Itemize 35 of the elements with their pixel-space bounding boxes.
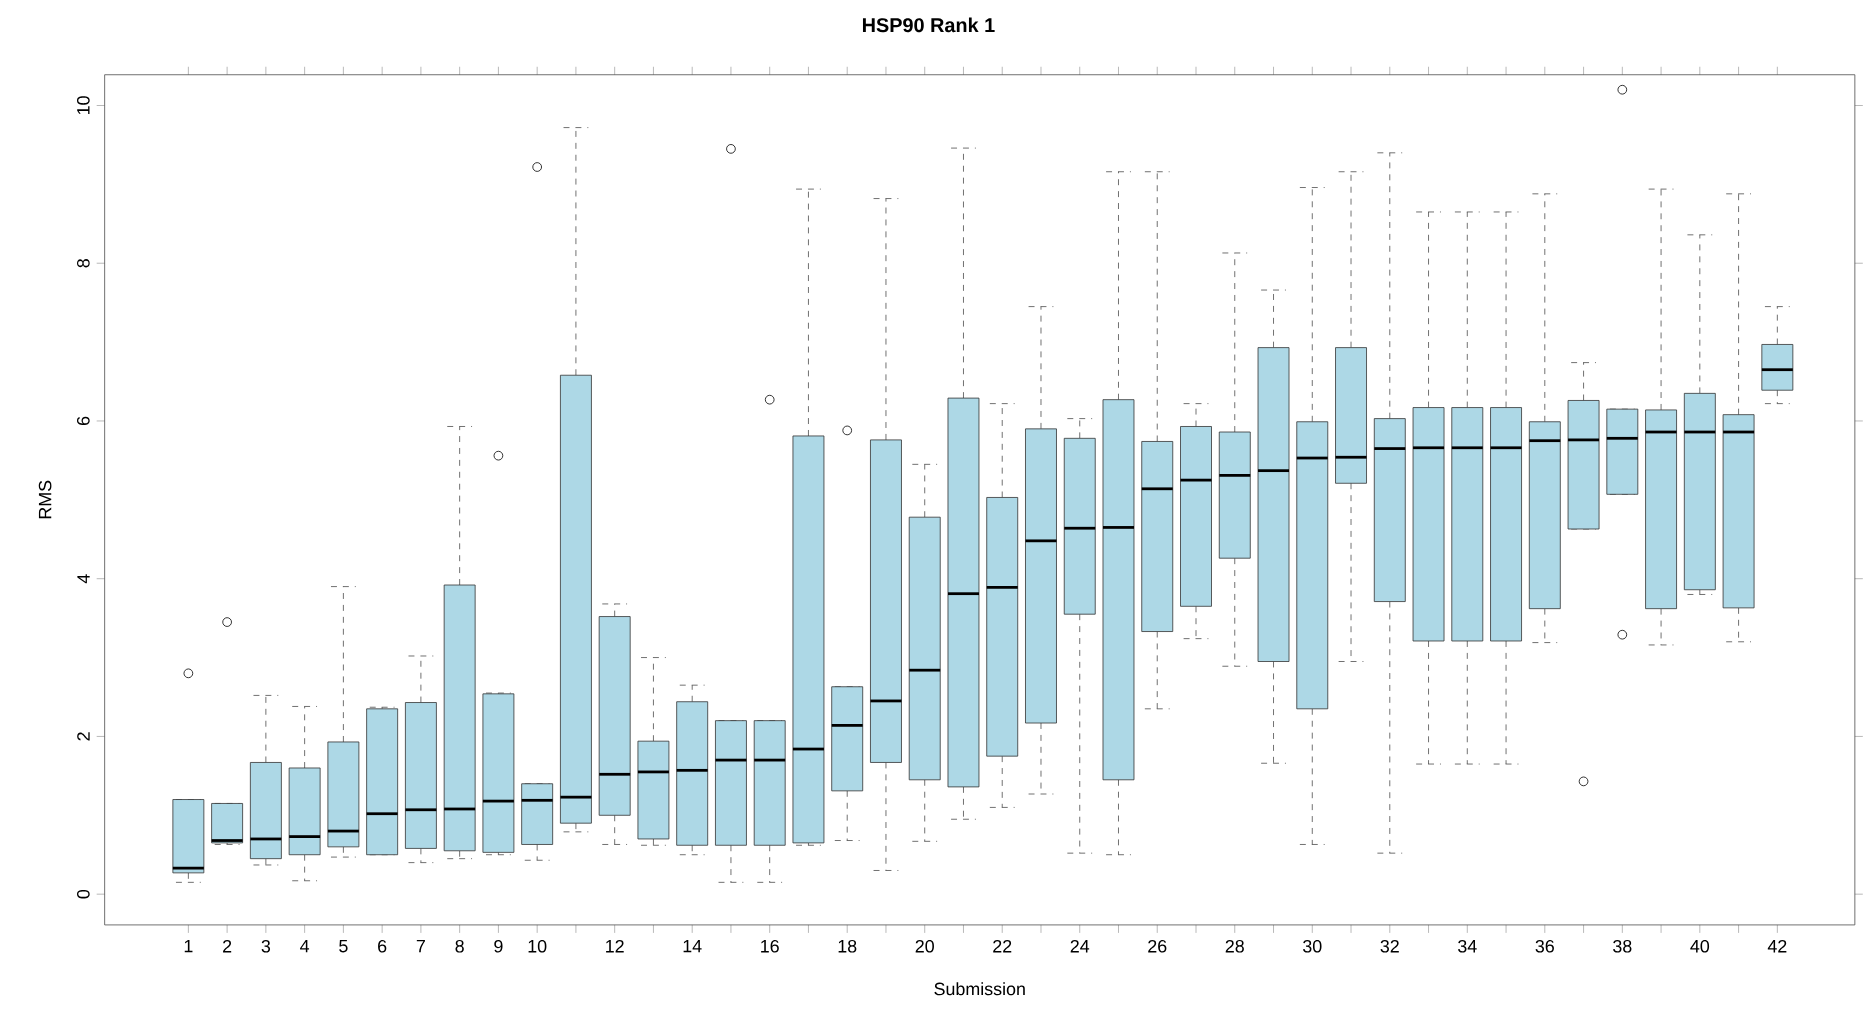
y-tick-label: 8 bbox=[77, 259, 90, 268]
x-tick-label: 6 bbox=[378, 940, 387, 953]
x-tick-label: 20 bbox=[915, 940, 934, 953]
x-tick-label: 9 bbox=[494, 940, 503, 953]
x-tick-label: 4 bbox=[300, 940, 310, 953]
x-tick-label: 24 bbox=[1070, 940, 1090, 953]
x-axis-title: Submission bbox=[934, 982, 1025, 996]
x-tick-label: 40 bbox=[1690, 940, 1710, 953]
x-tick-label: 38 bbox=[1613, 940, 1632, 953]
x-tick-label: 7 bbox=[416, 940, 425, 953]
x-tick-label: 42 bbox=[1767, 940, 1787, 953]
y-tick-label: 0 bbox=[77, 890, 90, 899]
y-tick-label: 2 bbox=[77, 732, 90, 741]
x-tick-label: 14 bbox=[683, 940, 702, 953]
y-tick-label: 10 bbox=[77, 96, 90, 115]
x-tick-label: 2 bbox=[223, 940, 232, 953]
x-tick-label: 26 bbox=[1148, 940, 1167, 953]
x-tick-label: 34 bbox=[1458, 940, 1477, 953]
x-tick-label: 16 bbox=[761, 940, 779, 953]
chart-title: HSP90 Rank 1 bbox=[862, 17, 995, 33]
x-tick-label: 18 bbox=[838, 940, 857, 953]
x-tick-label: 10 bbox=[528, 940, 547, 953]
x-tick-label: 22 bbox=[993, 940, 1012, 953]
x-tick-label: 36 bbox=[1535, 940, 1554, 953]
y-tick-label: 4 bbox=[77, 574, 90, 584]
y-axis-title: RMS bbox=[38, 480, 52, 519]
x-tick-label: 30 bbox=[1303, 940, 1322, 953]
x-tick-label: 3 bbox=[261, 940, 271, 953]
x-tick-label: 1 bbox=[184, 940, 193, 953]
x-tick-label: 8 bbox=[455, 940, 464, 953]
x-tick-label: 28 bbox=[1225, 940, 1244, 953]
x-tick-label: 12 bbox=[606, 940, 624, 953]
y-tick-label: 6 bbox=[77, 416, 90, 426]
x-tick-label: 32 bbox=[1380, 940, 1399, 953]
x-tick-label: 5 bbox=[339, 940, 348, 953]
